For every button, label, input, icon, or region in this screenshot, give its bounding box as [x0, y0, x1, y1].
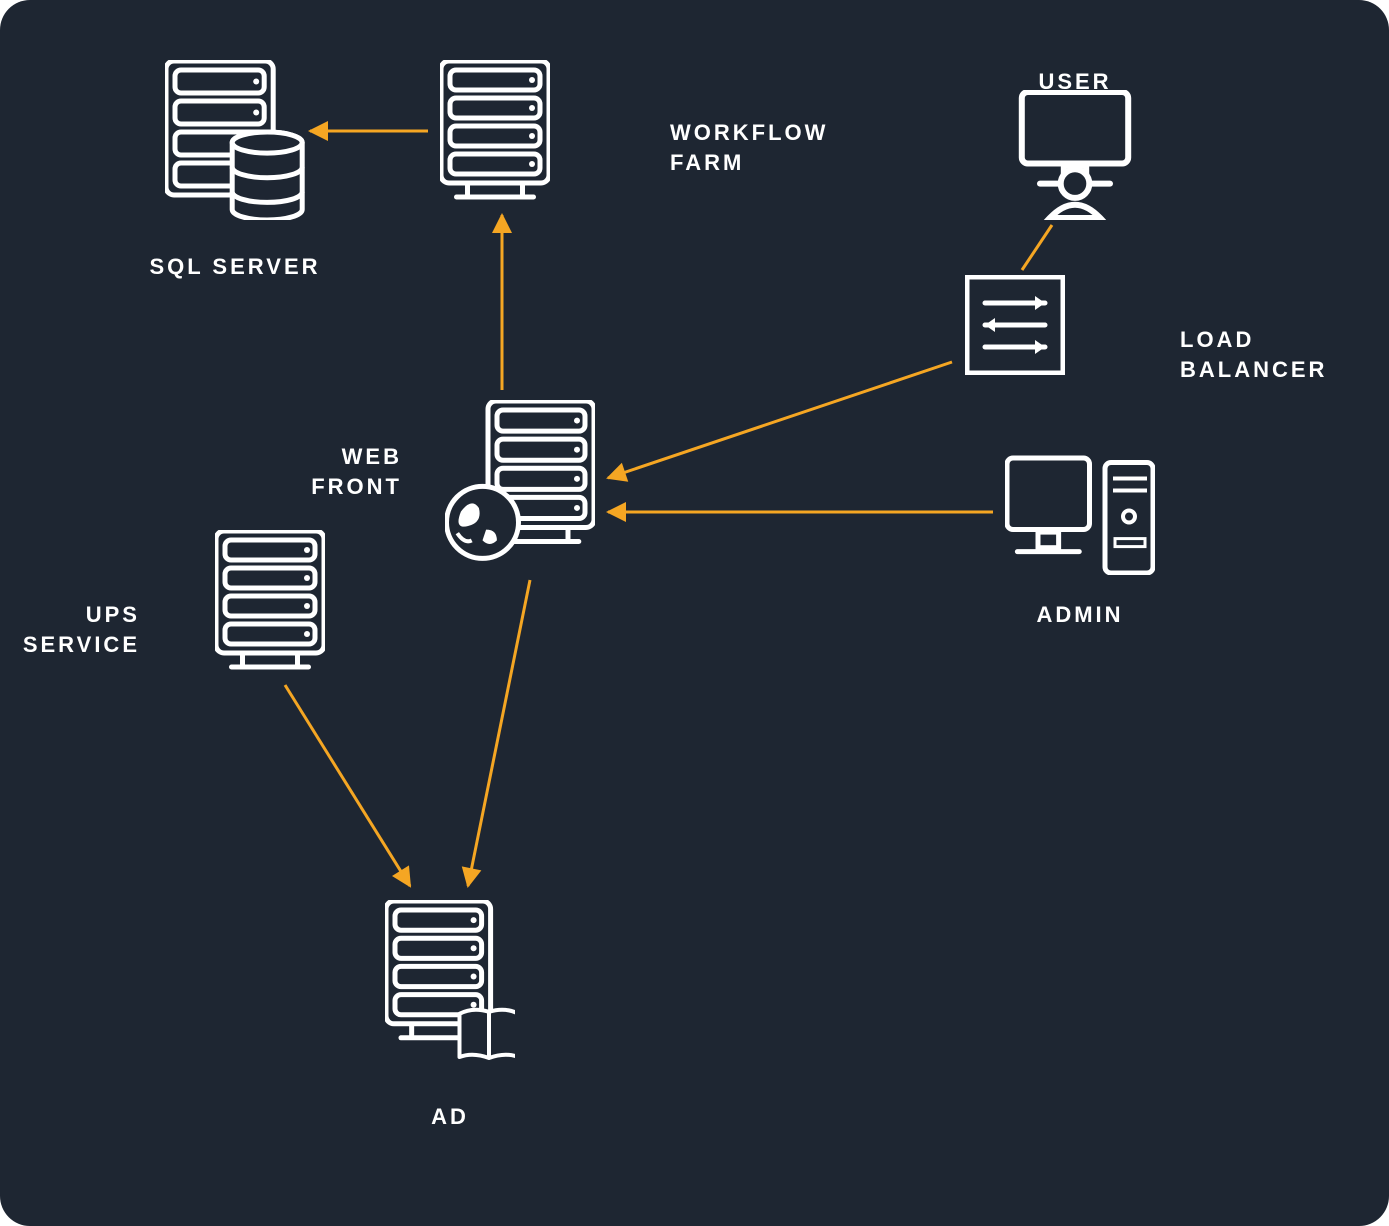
label-admin: ADMIN [1036, 600, 1123, 630]
server-icon [440, 187, 550, 204]
edge-ups_service-ad [285, 685, 410, 886]
node-user [1005, 90, 1145, 225]
node-ups-service [215, 530, 325, 675]
label-web-front: WEB FRONT [311, 442, 402, 501]
label-load-balancer: LOAD BALANCER [1180, 325, 1327, 384]
load-balancer-icon [965, 362, 1065, 379]
node-admin [1005, 445, 1155, 580]
desktop-tower-icon [1005, 562, 1155, 579]
edge-user-load_balancer [1022, 225, 1052, 270]
user-monitor-icon [1005, 207, 1145, 224]
label-ups-service: UPS SERVICE [23, 600, 140, 659]
server-book-icon [385, 1047, 515, 1064]
edge-load_balancer-web_front [608, 362, 952, 478]
diagram-canvas: SQL SERVER WORKFLOW FARM USER LOAD BALANCE… [0, 0, 1389, 1226]
server-icon [215, 657, 325, 674]
server-db-icon [165, 207, 305, 224]
node-sql-server [165, 60, 305, 225]
label-workflow-farm: WORKFLOW FARM [670, 118, 828, 177]
label-sql-server: SQL SERVER [149, 252, 320, 282]
server-globe-icon [445, 557, 595, 574]
node-web-front [445, 400, 595, 575]
label-user: USER [1038, 67, 1111, 97]
node-ad [385, 900, 515, 1065]
node-load-balancer [965, 275, 1065, 380]
edge-web_front-ad [468, 580, 530, 886]
node-workflow-farm [440, 60, 550, 205]
label-ad: AD [431, 1102, 469, 1132]
